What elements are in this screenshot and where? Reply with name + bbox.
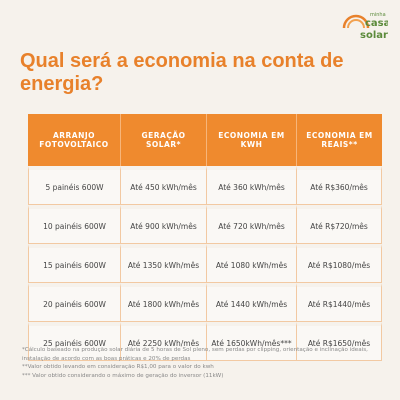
table-body: 5 painéis 600W Até 450 kWh/mês Até 360 kWh… xyxy=(28,166,382,361)
header-cell: GERAÇÃO SOLAR* xyxy=(120,114,206,166)
table-cell: 15 painéis 600W xyxy=(28,244,120,283)
header-cell: ARRANJO FOTOVOLTAICO xyxy=(28,114,120,166)
table-cell: Até R$720/mês xyxy=(296,205,382,244)
table-cell: 10 painéis 600W xyxy=(28,205,120,244)
table-cell: Até 1650kWh/mês*** xyxy=(206,322,296,361)
logo-sun xyxy=(342,14,370,29)
table-row: 20 painéis 600W Até 1800 kWh/mês Até 1440 … xyxy=(28,283,382,322)
table-cell: Até R$1440/mês xyxy=(296,283,382,322)
table-cell: Até 1080 kWh/mês xyxy=(206,244,296,283)
footnotes: *Cálculo baseado na produção solar diári… xyxy=(22,346,382,380)
logo-small: minha xyxy=(370,12,386,18)
table-cell: 5 painéis 600W xyxy=(28,166,120,205)
footnote: *** Valor obtido considerando o máximo d… xyxy=(22,372,224,379)
footnote: *Cálculo baseado na produção solar diári… xyxy=(22,347,368,362)
table-cell: 25 painéis 600W xyxy=(28,322,120,361)
logo-line: casa xyxy=(365,18,388,29)
table-row: 25 painéis 600W Até 2250 kWh/mês Até 1650k… xyxy=(28,322,382,361)
header-cell: ECONOMIA EM REAIS** xyxy=(296,114,382,166)
table-cell: Até 450 kWh/mês xyxy=(120,166,206,205)
header-cell: ECONOMIA EM KWH xyxy=(206,114,296,166)
table-cell: Até 1440 kWh/mês xyxy=(206,283,296,322)
footnote: **Valor obtido levando em consideração R… xyxy=(22,364,214,370)
logo-line: solar xyxy=(360,30,388,41)
table: ARRANJO FOTOVOLTAICO GERAÇÃO SOLAR* ECONOM… xyxy=(28,114,382,361)
table-row: 15 painéis 600W Até 1350 kWh/mês Até 1080 … xyxy=(28,244,382,283)
table-cell: Até 720 kWh/mês xyxy=(206,205,296,244)
header-row: ARRANJO FOTOVOLTAICO GERAÇÃO SOLAR* ECONOM… xyxy=(28,114,382,166)
table-cell: Até 900 kWh/mês xyxy=(120,205,206,244)
table-cell: Até 1800 kWh/mês xyxy=(120,283,206,322)
table-cell: Até R$1080/mês xyxy=(296,244,382,283)
logo: minha casa solar xyxy=(342,12,388,41)
table-cell: Até 360 kWh/mês xyxy=(206,166,296,205)
table-row: 10 painéis 600W Até 900 kWh/mês Até 720 kW… xyxy=(28,205,382,244)
table-cell: Até 2250 kWh/mês xyxy=(120,322,206,361)
table-row: 5 painéis 600W Até 450 kWh/mês Até 360 kWh… xyxy=(28,166,382,205)
table-cell: Até 1350 kWh/mês xyxy=(120,244,206,283)
table-cell: Até R$360/mês xyxy=(296,166,382,205)
title: Qual será a economia na conta de energia… xyxy=(20,50,344,95)
table-cell: 20 painéis 600W xyxy=(28,283,120,322)
table-cell: Até R$1650/mês xyxy=(296,322,382,361)
logo-sun xyxy=(347,19,365,29)
